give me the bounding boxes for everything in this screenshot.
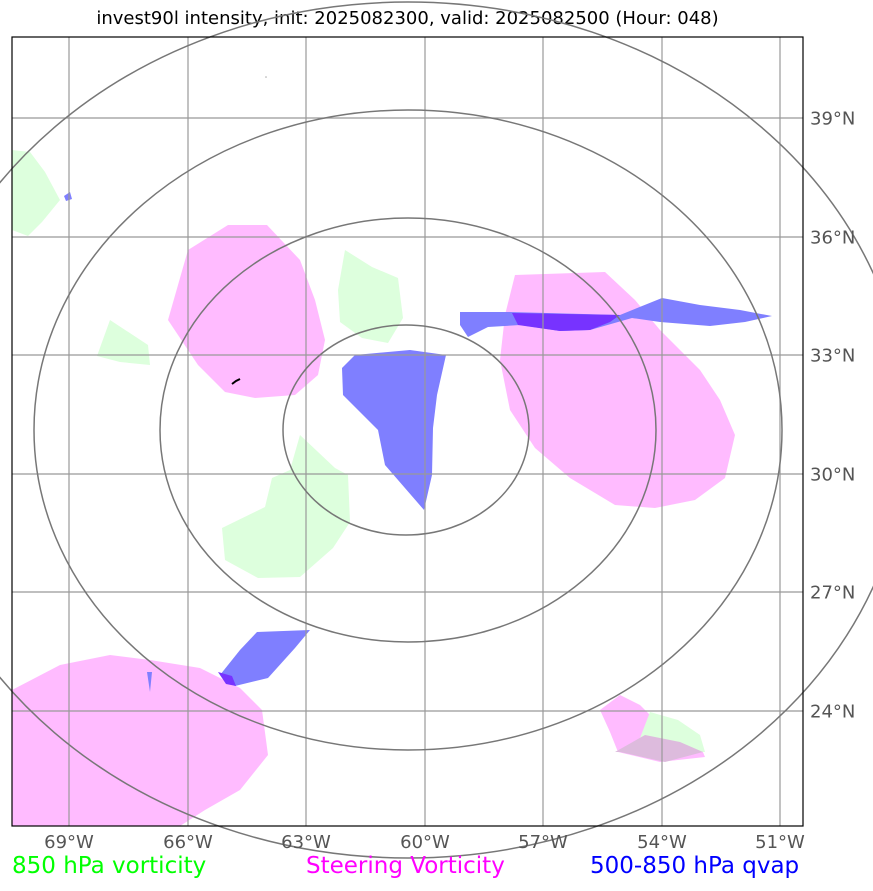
qvap-overlap-area <box>218 672 236 686</box>
qvap-area <box>342 350 446 510</box>
steering-vorticity-area <box>168 225 325 398</box>
lat-label-24n: 24°N <box>810 701 856 723</box>
range-rings <box>0 1 873 859</box>
lon-label-60w: 60°W <box>400 832 450 853</box>
vorticity-850-area <box>222 435 350 578</box>
lat-label-39n: 39°N <box>810 108 856 130</box>
legend-qvap: 500-850 hPa qvap <box>590 853 800 879</box>
lat-label-30n: 30°N <box>810 464 856 486</box>
overlap-area <box>615 735 703 762</box>
lon-label-57w: 57°W <box>518 832 568 853</box>
lon-label-66w: 66°W <box>163 832 213 853</box>
qvap-area <box>64 192 72 201</box>
graticule <box>12 37 803 826</box>
qvap-area <box>147 672 152 692</box>
qvap-area <box>220 630 310 686</box>
range-ring-2 <box>159 217 657 643</box>
legend-850-vorticity: 850 hPa vorticity <box>12 853 207 879</box>
range-ring-3 <box>33 109 783 751</box>
lon-label-69w: 69°W <box>44 832 94 853</box>
track-mark <box>231 378 241 385</box>
lon-label-51w: 51°W <box>755 832 805 853</box>
range-ring-1 <box>282 324 530 536</box>
lat-label-27n: 27°N <box>810 582 856 604</box>
map-frame <box>11 36 804 827</box>
tiny-dot <box>265 76 267 78</box>
qvap-overlap-layer <box>218 313 620 686</box>
range-ring-4 <box>0 1 873 859</box>
vorticity-850-layer <box>12 150 705 752</box>
vorticity-850-area <box>97 320 150 365</box>
lon-label-54w: 54°W <box>637 832 687 853</box>
lat-label-36n: 36°N <box>810 227 856 249</box>
legend-steering-vorticity: Steering Vorticity <box>306 853 505 879</box>
steering-vorticity-area <box>500 272 735 508</box>
lat-label-33n: 33°N <box>810 345 856 367</box>
vorticity-850-area <box>338 250 403 343</box>
qvap-overlap-area <box>512 313 620 331</box>
lon-label-63w: 63°W <box>281 832 331 853</box>
vorticity-850-area <box>12 150 60 236</box>
